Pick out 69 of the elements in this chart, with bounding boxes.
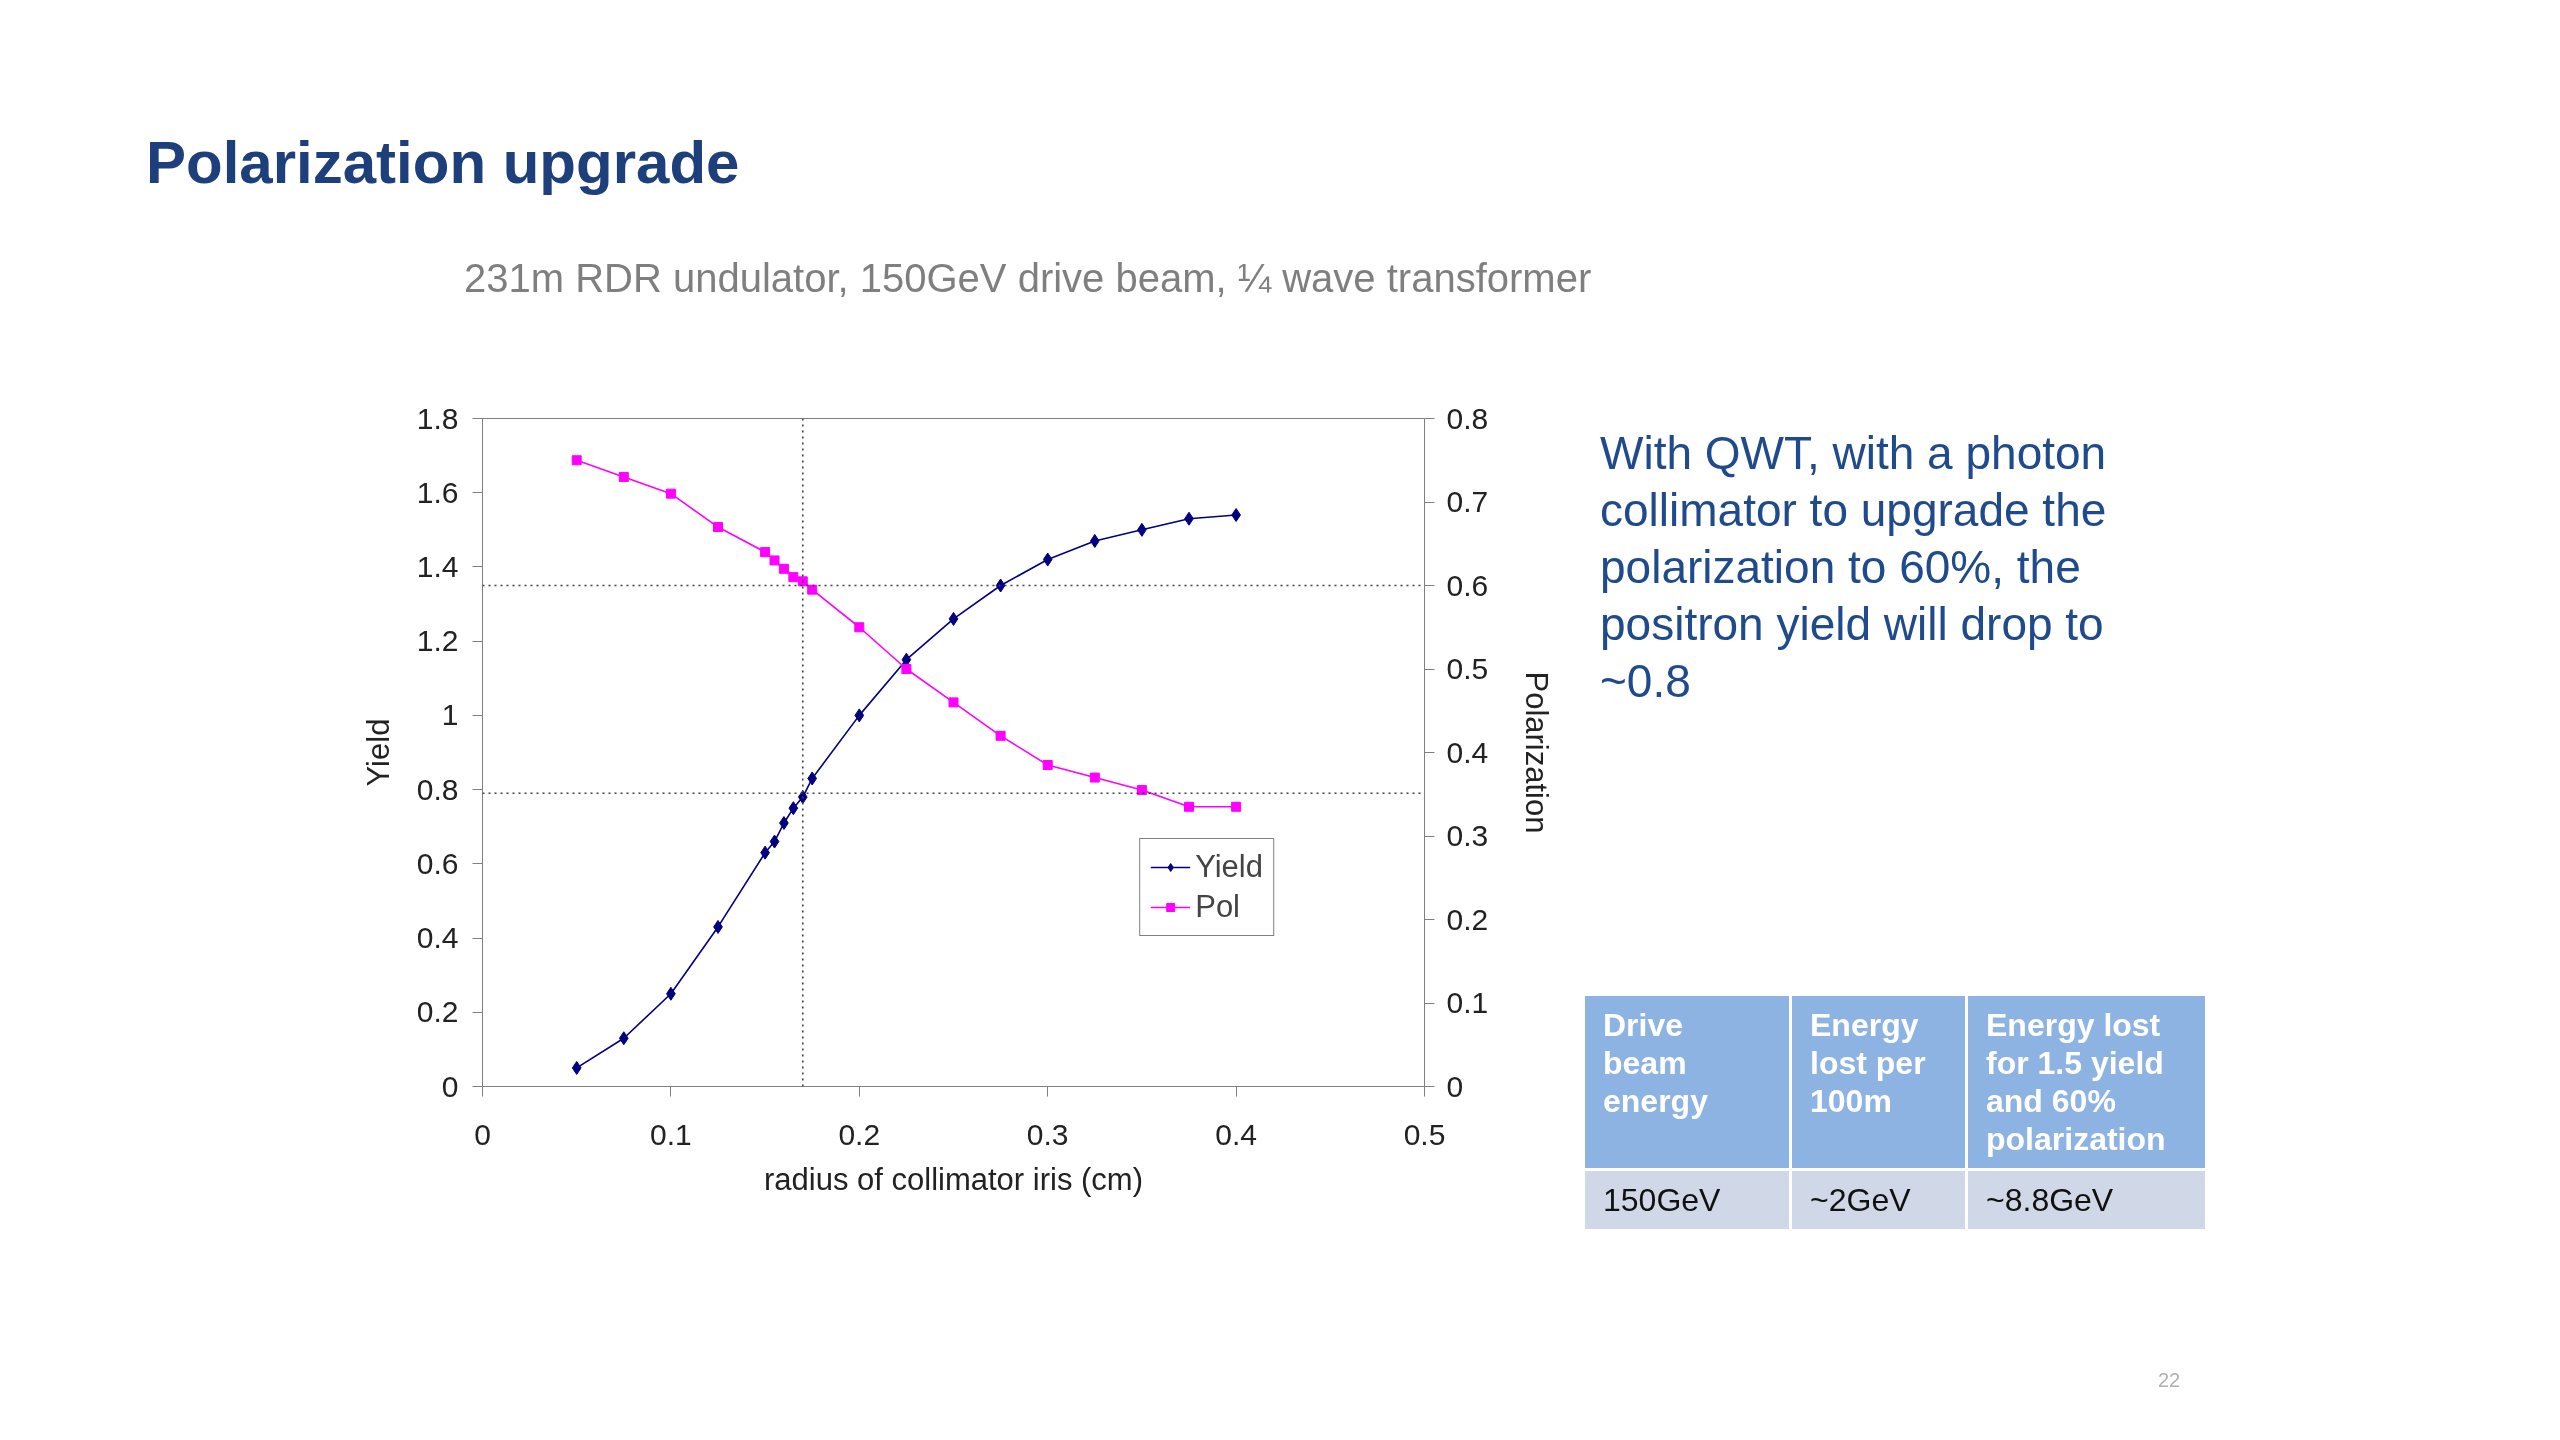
point: [571, 1060, 582, 1075]
point: [1231, 801, 1242, 812]
point: [995, 730, 1006, 741]
x-tick-label: 0.2: [838, 1117, 881, 1151]
point: [854, 622, 865, 633]
x-tick-label: 0.4: [1215, 1117, 1257, 1151]
point: [788, 572, 799, 583]
x-tick-label: 0.3: [1026, 1117, 1069, 1151]
y-tick-label: 1: [441, 698, 459, 732]
point: [665, 488, 676, 499]
x-tick-label: 0: [474, 1117, 491, 1151]
point: [778, 563, 789, 574]
point: [1042, 552, 1053, 567]
legend-label: Yield: [1195, 849, 1263, 885]
y-tick-label: 1.2: [416, 624, 459, 658]
text: Energy lost per 100m: [1790, 994, 1967, 1170]
point: [948, 611, 959, 626]
point: [1042, 760, 1053, 771]
y2-tick-label: 0: [1446, 1069, 1464, 1103]
y2-tick-label: 0.5: [1446, 652, 1489, 685]
text: With QWT, with a photon collimator to upgrade the polarization to 60%, the positron yield will drop to ~0.8: [1600, 426, 2108, 709]
text: 22: [2158, 1368, 2181, 1393]
x-axis-title: radius of collimator iris (cm): [764, 1161, 1143, 1197]
point: [769, 834, 780, 849]
text: Energy lost for 1.5 yield and 60% polarization: [1966, 994, 2207, 1170]
y-tick-label: 1.4: [416, 549, 459, 583]
y-tick-label: 0.8: [416, 772, 459, 806]
chart-title: Polarization upgrade: [146, 128, 740, 198]
point: [807, 584, 818, 595]
y2-axis-title: Polarization: [1519, 671, 1555, 834]
point: [1136, 785, 1147, 796]
point: [948, 697, 959, 708]
point: [760, 547, 771, 558]
point: [571, 455, 582, 466]
y-tick-label: 1.8: [416, 401, 459, 435]
y2-tick-label: 0.1: [1446, 986, 1489, 1019]
point: [788, 801, 799, 816]
chart-subtitle: 231m RDR undulator, 150GeV drive beam, ¼ wave transformer: [464, 255, 1592, 302]
text: Drive beam energy: [1583, 994, 1791, 1170]
point: [1184, 801, 1194, 812]
text: ~2GeV: [1790, 1169, 1967, 1231]
y2-tick-label: 0.4: [1446, 735, 1489, 769]
y-tick-label: 0: [441, 1069, 459, 1103]
point: [618, 1031, 629, 1046]
y2-tick-label: 0.2: [1446, 902, 1489, 936]
y-tick-label: 1.6: [416, 475, 459, 509]
text: 150GeV: [1583, 1169, 1791, 1231]
point: [901, 664, 912, 674]
point: [797, 576, 808, 587]
y2-tick-label: 0.8: [1446, 401, 1489, 435]
y-tick-label: 0.4: [416, 921, 459, 955]
point: [1089, 533, 1100, 548]
point: [1089, 772, 1100, 783]
point: [995, 578, 1006, 593]
point: [854, 708, 865, 723]
y-axis-title: Yield: [360, 718, 396, 787]
x-tick-label: 0.5: [1403, 1117, 1446, 1151]
text: ~8.8GeV: [1966, 1169, 2207, 1231]
point: [807, 771, 818, 786]
y-tick-label: 0.6: [416, 846, 459, 880]
legend-label: Pol: [1195, 889, 1241, 925]
y2-tick-label: 0.3: [1446, 819, 1489, 852]
x-tick-label: 0.1: [650, 1117, 692, 1151]
y2-tick-label: 0.6: [1446, 568, 1489, 602]
y2-tick-label: 0.7: [1446, 485, 1489, 518]
y-tick-label: 0.2: [416, 995, 459, 1029]
point: [618, 471, 629, 482]
point: [713, 522, 723, 533]
point: [769, 555, 780, 566]
